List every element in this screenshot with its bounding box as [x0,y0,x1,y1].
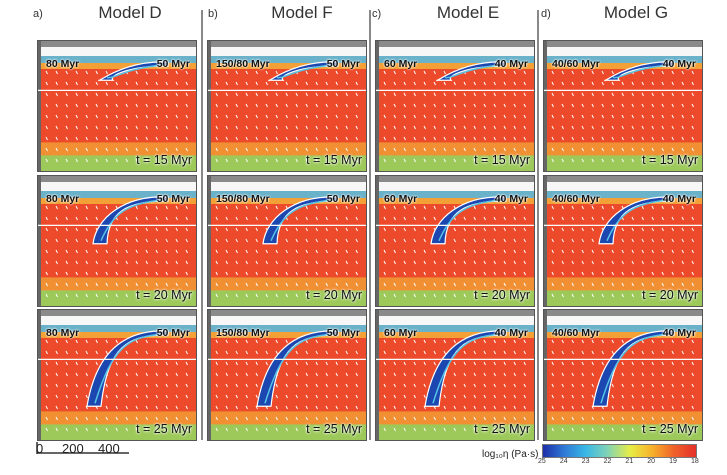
time-label: t = 20 Myr [642,288,698,302]
time-label: t = 20 Myr [474,288,530,302]
time-label: t = 25 Myr [642,422,698,436]
plate-age-right: 50 Myr [326,193,360,205]
colorbar-tick: 19 [669,458,677,465]
plate-age-left: 40/60 Myr [552,58,600,70]
model-panel: 80 Myr 50 Myr t = 25 Myr [37,309,197,441]
plate-age-right: 40 Myr [662,193,696,205]
plate-age-left: 80 Myr [46,327,80,339]
model-panel: 80 Myr 50 Myr t = 15 Myr [37,40,197,172]
column-divider [201,10,203,440]
viscosity-field [544,176,702,306]
scale-tick-200: 200 [62,441,84,456]
model-panel: 150/80 Myr 50 Myr t = 15 Myr [207,40,367,172]
model-panel: 40/60 Myr 40 Myr t = 20 Myr [543,175,703,307]
plate-age-right: 40 Myr [494,193,528,205]
viscosity-field [208,41,366,171]
column-letter: a) [33,8,43,20]
time-label: t = 15 Myr [136,153,192,167]
column-letter: c) [372,8,382,20]
time-label: t = 25 Myr [136,422,192,436]
plate-age-right: 50 Myr [326,58,360,70]
column-title: Model E [436,3,500,22]
plate-age-left: 60 Myr [384,193,418,205]
plate-age-left: 40/60 Myr [552,193,600,205]
plate-age-right: 40 Myr [662,327,696,339]
colorbar-tick: 24 [559,458,568,465]
colorbar-tick: 20 [647,458,656,465]
scale-tick-0: 0 [36,441,44,456]
time-label: t = 15 Myr [474,153,530,167]
viscosity-field [38,41,196,171]
column-letter: b) [208,8,218,20]
time-label: t = 25 Myr [474,422,530,436]
model-panel: 40/60 Myr 40 Myr t = 15 Myr [543,40,703,172]
colorbar-tick: 18 [691,458,699,465]
viscosity-colorbar [542,444,697,458]
plate-age-right: 40 Myr [494,327,528,339]
viscosity-field [38,310,196,440]
viscosity-field [208,176,366,306]
colorbar-tick: 21 [625,458,634,465]
scale-tick-400: 400 [98,441,120,456]
column-title: Model G [603,3,669,22]
time-label: t = 15 Myr [306,153,362,167]
viscosity-field [376,176,534,306]
model-panel: 60 Myr 40 Myr t = 15 Myr [375,40,535,172]
plate-age-left: 80 Myr [46,58,80,70]
model-panel: 60 Myr 40 Myr t = 20 Myr [375,175,535,307]
plate-age-right: 50 Myr [156,327,190,339]
plate-age-left: 80 Myr [46,193,80,205]
column-letter: d) [541,8,551,20]
model-panel: 150/80 Myr 50 Myr t = 25 Myr [207,309,367,441]
plate-age-right: 40 Myr [494,58,528,70]
colorbar-label: log₁₀η (Pa·s) [482,449,539,460]
column-title: Model F [271,3,333,22]
viscosity-field [38,176,196,306]
colorbar-tick: 23 [581,458,590,465]
plate-age-right: 50 Myr [326,327,360,339]
plate-age-left: 150/80 Myr [216,58,270,70]
time-label: t = 15 Myr [642,153,698,167]
plate-age-right: 50 Myr [156,58,190,70]
viscosity-field [208,310,366,440]
column-divider [369,10,371,440]
column-title: Model D [98,3,162,22]
viscosity-field [544,310,702,440]
plate-age-left: 150/80 Myr [216,193,270,205]
colorbar-tick: 22 [603,458,612,465]
plate-age-left: 60 Myr [384,58,418,70]
time-label: t = 20 Myr [136,288,192,302]
plate-age-right: 50 Myr [156,193,190,205]
plate-age-right: 40 Myr [662,58,696,70]
model-panel: 80 Myr 50 Myr t = 20 Myr [37,175,197,307]
model-panel: 60 Myr 40 Myr t = 25 Myr [375,309,535,441]
time-label: t = 20 Myr [306,288,362,302]
model-panel: 150/80 Myr 50 Myr t = 20 Myr [207,175,367,307]
model-panel: 40/60 Myr 40 Myr t = 25 Myr [543,309,703,441]
time-label: t = 25 Myr [306,422,362,436]
colorbar-tick: 25 [538,458,546,465]
viscosity-field [544,41,702,171]
column-divider [537,10,539,440]
plate-age-left: 40/60 Myr [552,327,600,339]
plate-age-left: 60 Myr [384,327,418,339]
plate-age-left: 150/80 Myr [216,327,270,339]
viscosity-field [376,41,534,171]
viscosity-field [376,310,534,440]
scale-bar [36,442,129,454]
